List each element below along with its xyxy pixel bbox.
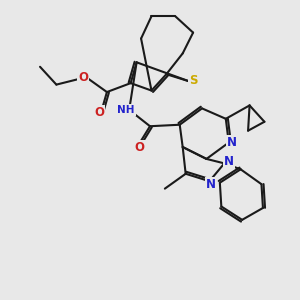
Text: N: N bbox=[224, 155, 234, 168]
Text: S: S bbox=[189, 74, 198, 87]
Text: O: O bbox=[135, 140, 145, 154]
Text: O: O bbox=[94, 106, 104, 119]
Text: O: O bbox=[78, 71, 88, 84]
Text: NH: NH bbox=[118, 105, 135, 115]
Text: N: N bbox=[227, 136, 237, 149]
Text: N: N bbox=[206, 178, 216, 191]
